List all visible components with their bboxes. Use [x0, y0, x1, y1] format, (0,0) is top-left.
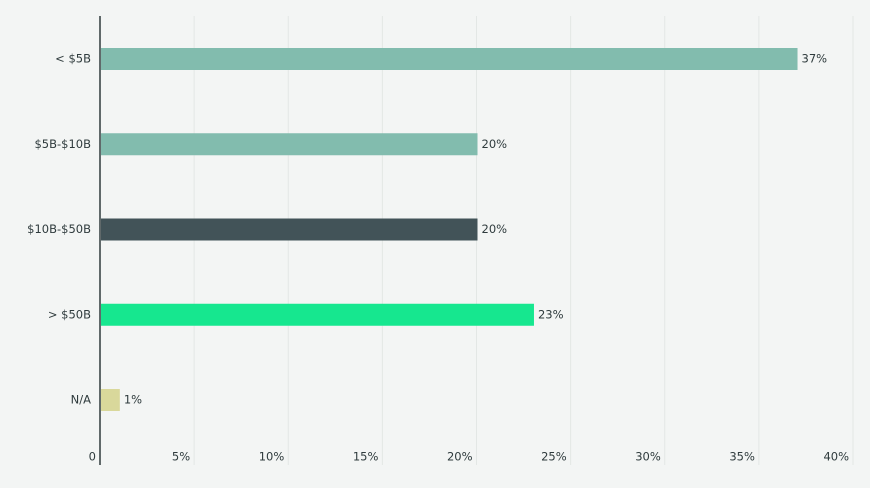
y-tick-label: > $50B: [48, 307, 91, 321]
bar: [101, 218, 478, 241]
bar: [101, 48, 798, 70]
x-tick-label: 20%: [447, 450, 473, 464]
data-label: 23%: [538, 307, 564, 321]
x-tick-label: 35%: [729, 450, 755, 464]
x-tick-label: 30%: [635, 450, 661, 464]
y-tick-label: $10B-$50B: [27, 222, 91, 236]
bar: [101, 303, 534, 326]
x-tick-label: 15%: [353, 450, 379, 464]
y-tick-label: $5B-$10B: [34, 137, 91, 151]
x-tick-label: 40%: [823, 450, 849, 464]
x-tick-label: 25%: [541, 450, 567, 464]
data-label: 37%: [802, 52, 828, 66]
x-tick-label: 5%: [172, 450, 190, 464]
x-tick-label: 10%: [259, 450, 285, 464]
data-label: 1%: [124, 393, 142, 407]
y-tick-label: N/A: [71, 393, 91, 407]
y-tick-label: < $5B: [55, 52, 91, 66]
x-tick-label: 0: [89, 450, 96, 464]
bar: [101, 389, 120, 411]
data-label: 20%: [482, 137, 508, 151]
data-label: 20%: [482, 222, 508, 236]
bar: [101, 133, 478, 156]
